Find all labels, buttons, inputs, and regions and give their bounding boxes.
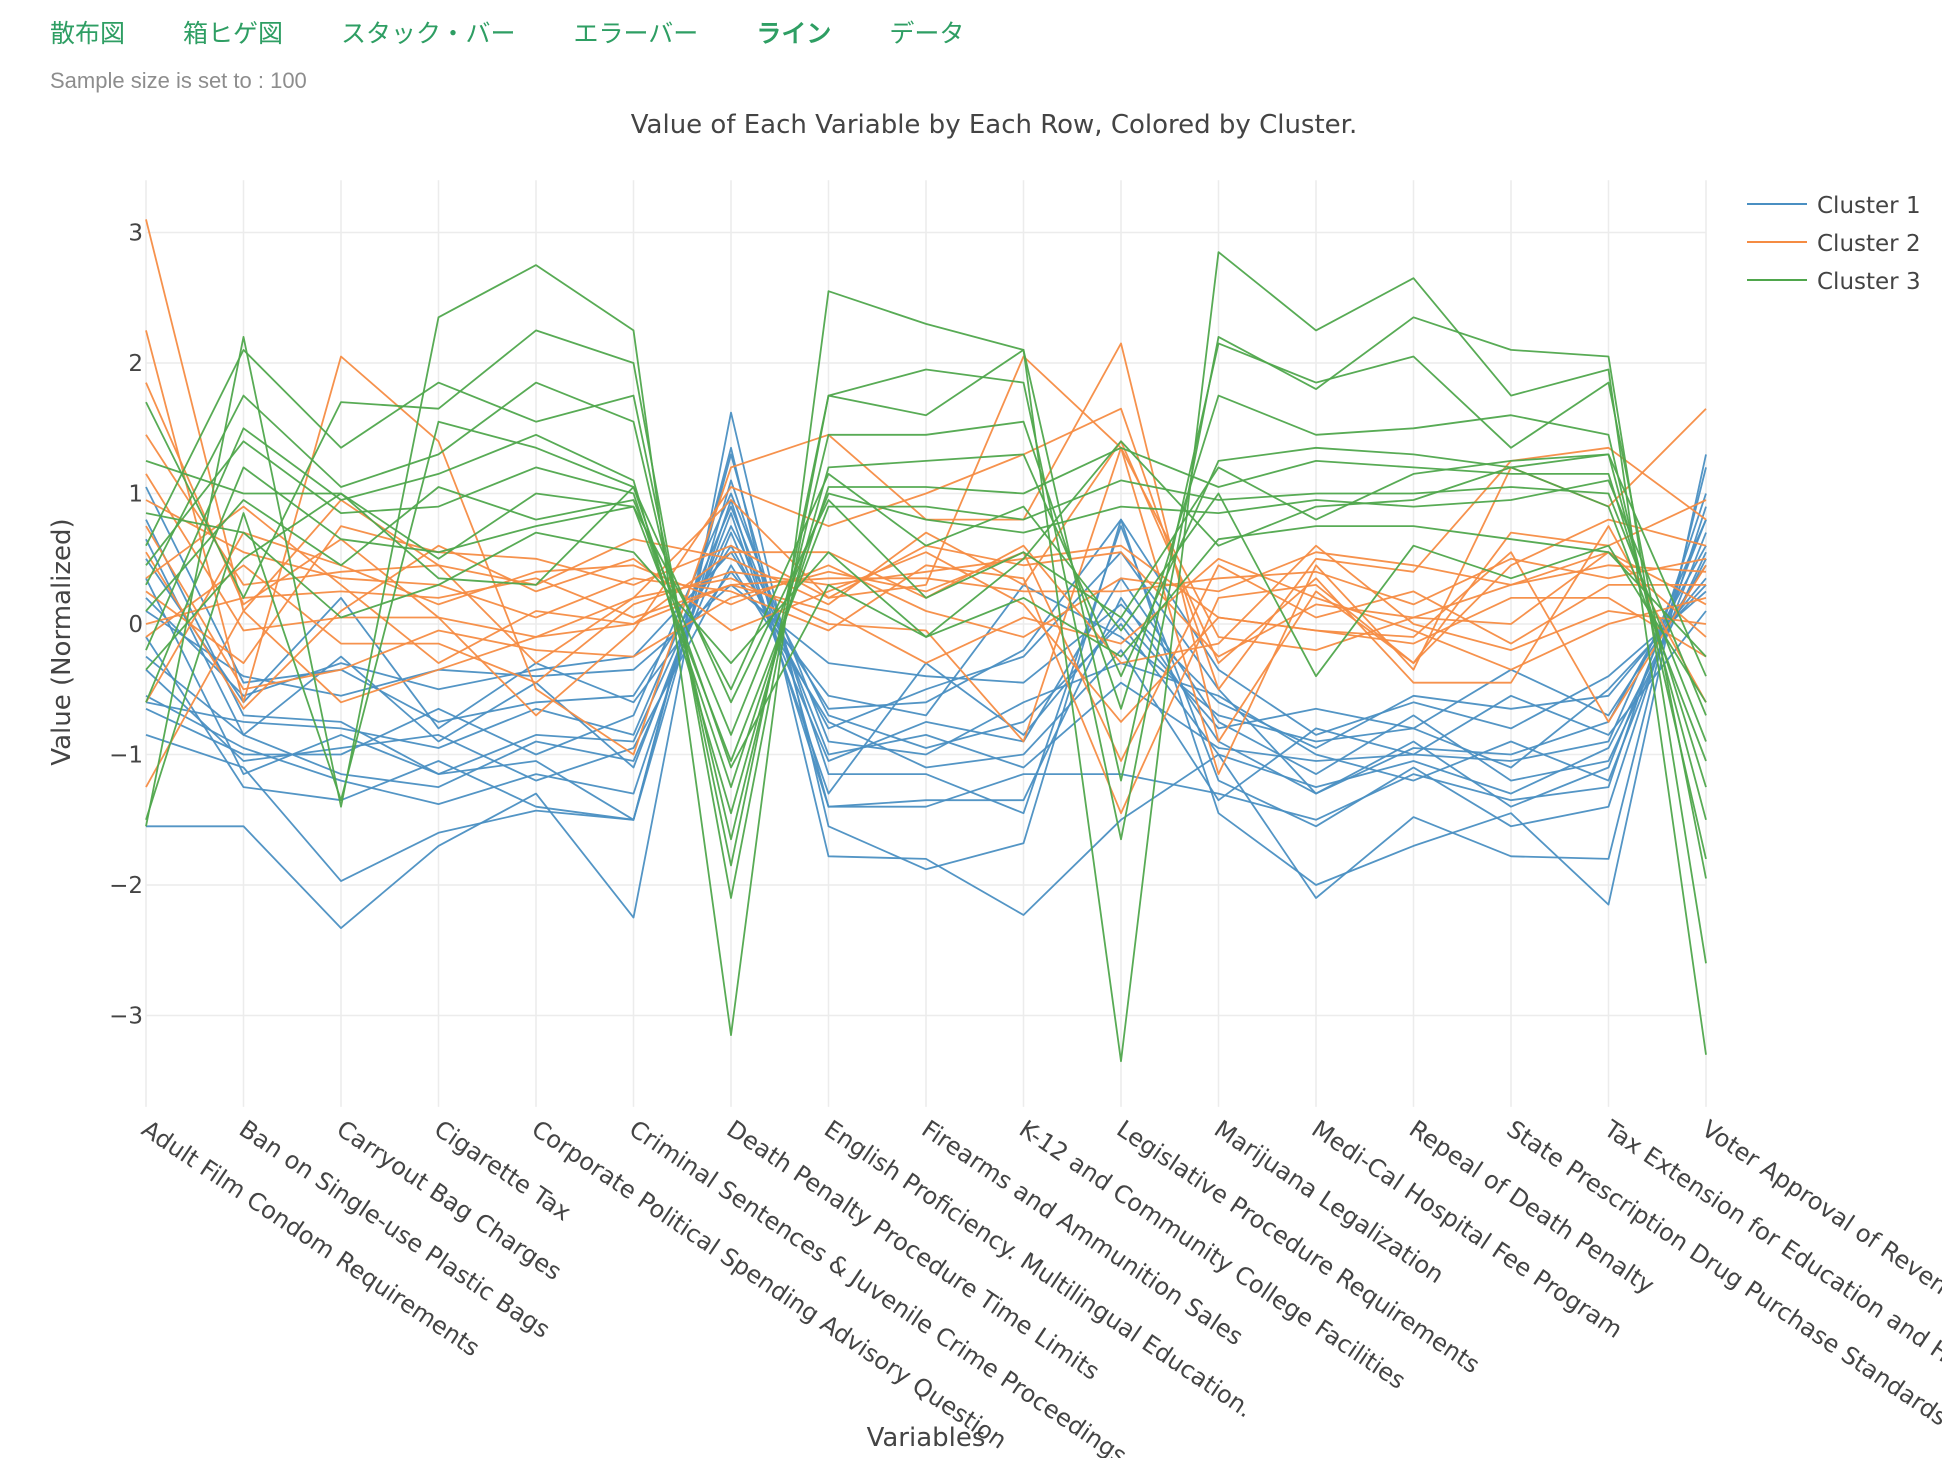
series-line	[145, 479, 1707, 828]
series-line	[145, 460, 1707, 703]
series-line	[145, 251, 1707, 1063]
series-line	[145, 531, 1707, 703]
series-line	[145, 486, 1707, 795]
series-line	[145, 342, 1707, 879]
series-line	[145, 531, 1707, 788]
y-tick-label: −2	[109, 873, 143, 899]
sample-size-note: Sample size is set to : 100	[50, 68, 307, 93]
y-tick-label: 0	[128, 612, 143, 638]
x-tick-label: State Prescription Drug Purchase Standar…	[1502, 1115, 1942, 1432]
tab-3[interactable]: エラーバー	[573, 19, 699, 48]
series-line	[146, 411, 1707, 929]
series-line	[145, 519, 1707, 795]
series-line	[145, 479, 1707, 736]
series-line	[145, 381, 1707, 860]
legend: Cluster 1 Cluster 2 Cluster 3	[1747, 193, 1921, 295]
series-line	[145, 557, 1707, 788]
series-line	[145, 427, 1707, 821]
y-axis-ticks: 3 2 1 0 −1 −2 −3	[109, 221, 143, 1030]
tab-4[interactable]: ライン	[756, 19, 832, 48]
y-tick-label: −1	[109, 743, 143, 769]
legend-label: Cluster 2	[1817, 231, 1921, 257]
y-tick-label: 1	[128, 482, 143, 508]
series-line	[145, 544, 1707, 723]
series-line	[145, 446, 1707, 743]
series-line	[145, 564, 1707, 802]
y-tick-label: −3	[109, 1004, 143, 1030]
series-line	[145, 505, 1707, 769]
series-line	[145, 453, 1707, 821]
series-line	[145, 420, 1707, 821]
tab-5[interactable]: データ	[889, 19, 965, 48]
legend-label: Cluster 3	[1817, 269, 1921, 295]
x-axis-label: Variables	[867, 1423, 986, 1453]
y-tick-label: 3	[128, 221, 143, 247]
tab-1[interactable]: 箱ヒゲ図	[183, 19, 284, 48]
legend-label: Cluster 1	[1817, 193, 1921, 219]
tab-2[interactable]: スタック・バー	[341, 19, 516, 48]
y-tick-label: 2	[128, 351, 143, 377]
series-line	[145, 446, 1707, 916]
series-line	[145, 577, 1707, 749]
plot-lines	[145, 219, 1707, 1063]
chart-title: Value of Each Variable by Each Row, Colo…	[631, 110, 1357, 140]
series-line	[145, 316, 1707, 964]
series-line	[145, 544, 1707, 684]
y-axis-label: Value (Normalized)	[47, 518, 77, 765]
series-line	[145, 558, 1707, 769]
series-line	[145, 499, 1707, 808]
series-line	[145, 499, 1707, 815]
series-line	[145, 492, 1707, 782]
tab-0[interactable]: 散布図	[50, 19, 126, 48]
